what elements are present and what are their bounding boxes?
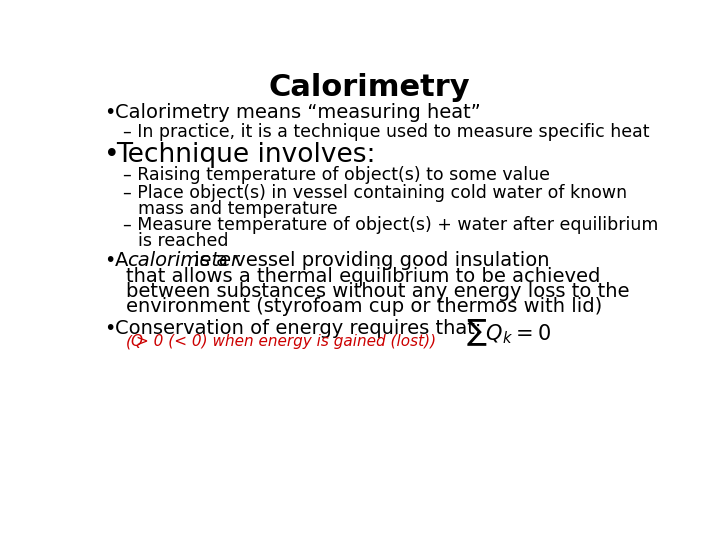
Text: •: • <box>104 319 115 338</box>
Text: A: A <box>114 251 135 270</box>
Text: calorimeter: calorimeter <box>127 251 239 270</box>
Text: Technique involves:: Technique involves: <box>117 142 376 168</box>
Text: •: • <box>104 103 115 122</box>
Text: – In practice, it is a technique used to measure specific heat: – In practice, it is a technique used to… <box>122 123 649 140</box>
Text: – Measure temperature of object(s) + water after equilibrium: – Measure temperature of object(s) + wat… <box>122 217 658 234</box>
Text: – Place object(s) in vessel containing cold water of known: – Place object(s) in vessel containing c… <box>122 184 626 202</box>
Text: is reached: is reached <box>138 232 228 250</box>
Text: Conservation of energy requires that:: Conservation of energy requires that: <box>114 319 494 338</box>
Text: – Raising temperature of object(s) to some value: – Raising temperature of object(s) to so… <box>122 166 549 185</box>
Text: between substances without any energy loss to the: between substances without any energy lo… <box>126 282 629 301</box>
Text: Q: Q <box>130 334 143 349</box>
Text: is a vessel providing good insulation: is a vessel providing good insulation <box>189 251 550 270</box>
Text: (: ( <box>126 334 132 349</box>
Text: environment (styrofoam cup or thermos with lid): environment (styrofoam cup or thermos wi… <box>126 298 602 316</box>
Text: Calorimetry means “measuring heat”: Calorimetry means “measuring heat” <box>114 103 480 122</box>
Text: $\sum Q_k = 0$: $\sum Q_k = 0$ <box>466 318 551 348</box>
Text: mass and temperature: mass and temperature <box>138 200 338 218</box>
Text: •: • <box>104 251 115 270</box>
Text: •: • <box>104 142 120 168</box>
Text: > 0 (< 0) when energy is gained (lost)): > 0 (< 0) when energy is gained (lost)) <box>137 334 436 349</box>
Text: that allows a thermal equilibrium to be achieved: that allows a thermal equilibrium to be … <box>126 267 600 286</box>
Text: Calorimetry: Calorimetry <box>268 72 470 102</box>
